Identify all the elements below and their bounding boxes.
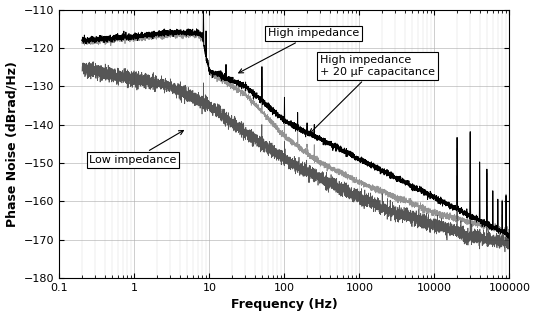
- Text: High impedance
+ 20 μF capacitance: High impedance + 20 μF capacitance: [310, 55, 435, 133]
- Text: High impedance: High impedance: [239, 29, 359, 73]
- X-axis label: Frequency (Hz): Frequency (Hz): [231, 298, 338, 311]
- Text: Low impedance: Low impedance: [90, 131, 183, 165]
- Y-axis label: Phase Noise (dBrad/Hz): Phase Noise (dBrad/Hz): [5, 61, 19, 227]
